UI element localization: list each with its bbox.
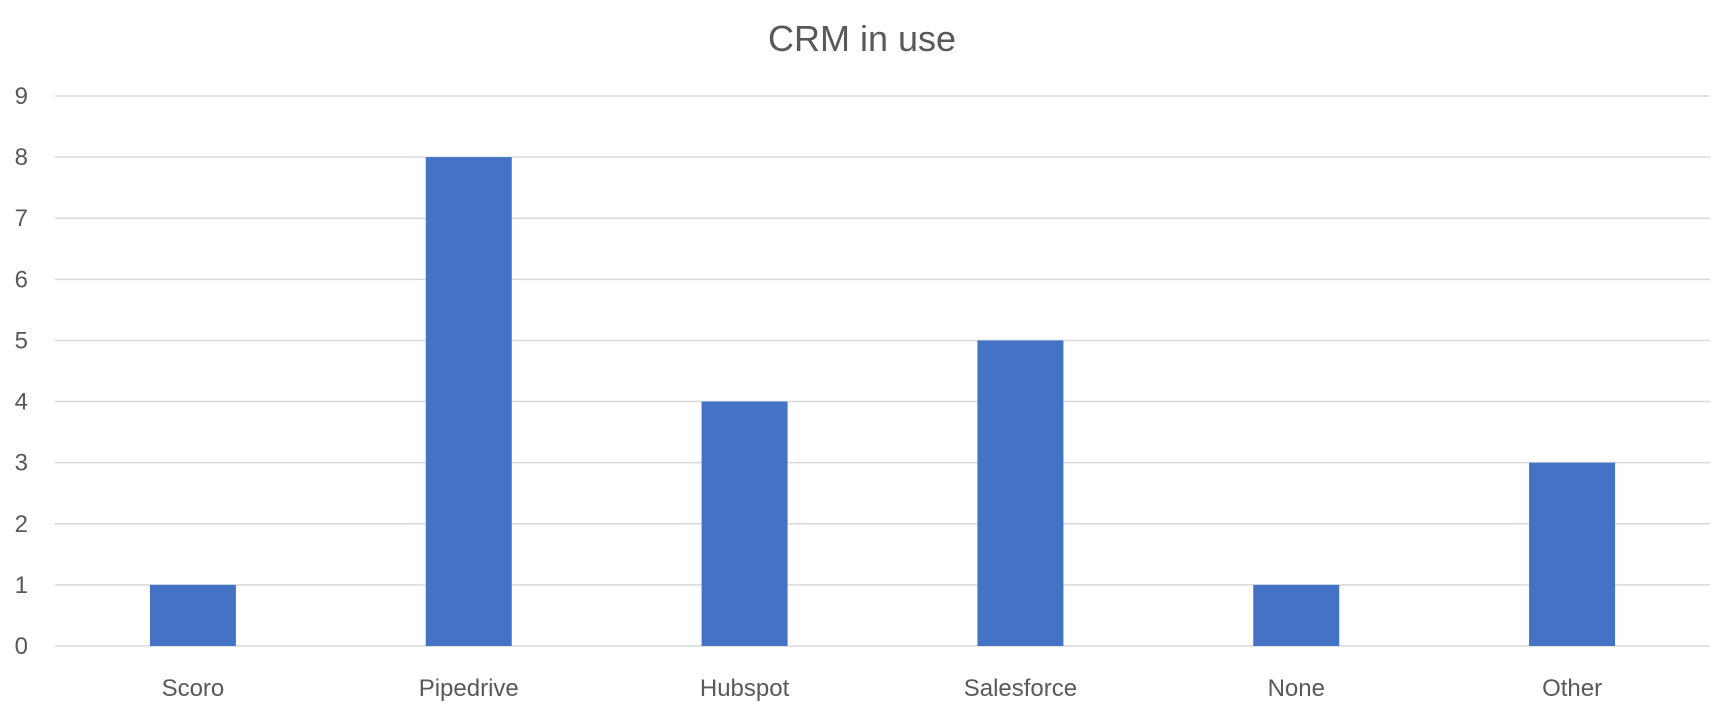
bars: [149, 157, 1616, 646]
y-tick-label: 6: [15, 266, 28, 293]
bar-scoro: [149, 584, 236, 646]
x-category-label: Pipedrive: [419, 675, 519, 702]
x-category-label: Scoro: [162, 675, 225, 702]
y-axis-ticks: 0 1 2 3 4 5 6 7 8 9: [15, 83, 28, 660]
y-tick-label: 9: [15, 83, 28, 110]
bar-pipedrive: [425, 157, 512, 646]
y-tick-label: 0: [15, 633, 28, 660]
y-tick-label: 2: [15, 511, 28, 538]
chart-title: CRM in use: [767, 18, 957, 59]
y-tick-label: 3: [15, 450, 28, 477]
x-category-label: None: [1268, 675, 1325, 702]
x-category-label: Hubspot: [700, 675, 790, 702]
x-category-label: Other: [1542, 675, 1602, 702]
y-tick-label: 7: [15, 205, 28, 232]
y-tick-label: 1: [15, 572, 28, 599]
y-tick-label: 4: [15, 389, 28, 416]
bar-hubspot: [701, 401, 788, 646]
x-axis-categories: Scoro Pipedrive Hubspot Salesforce None Other: [162, 675, 1603, 702]
x-category-label: Salesforce: [964, 675, 1077, 702]
bar-salesforce: [977, 340, 1064, 646]
y-tick-label: 8: [15, 144, 28, 171]
y-tick-label: 5: [15, 327, 28, 354]
bar-none: [1253, 584, 1340, 646]
bar-other: [1529, 462, 1616, 646]
gridlines: [55, 95, 1710, 647]
